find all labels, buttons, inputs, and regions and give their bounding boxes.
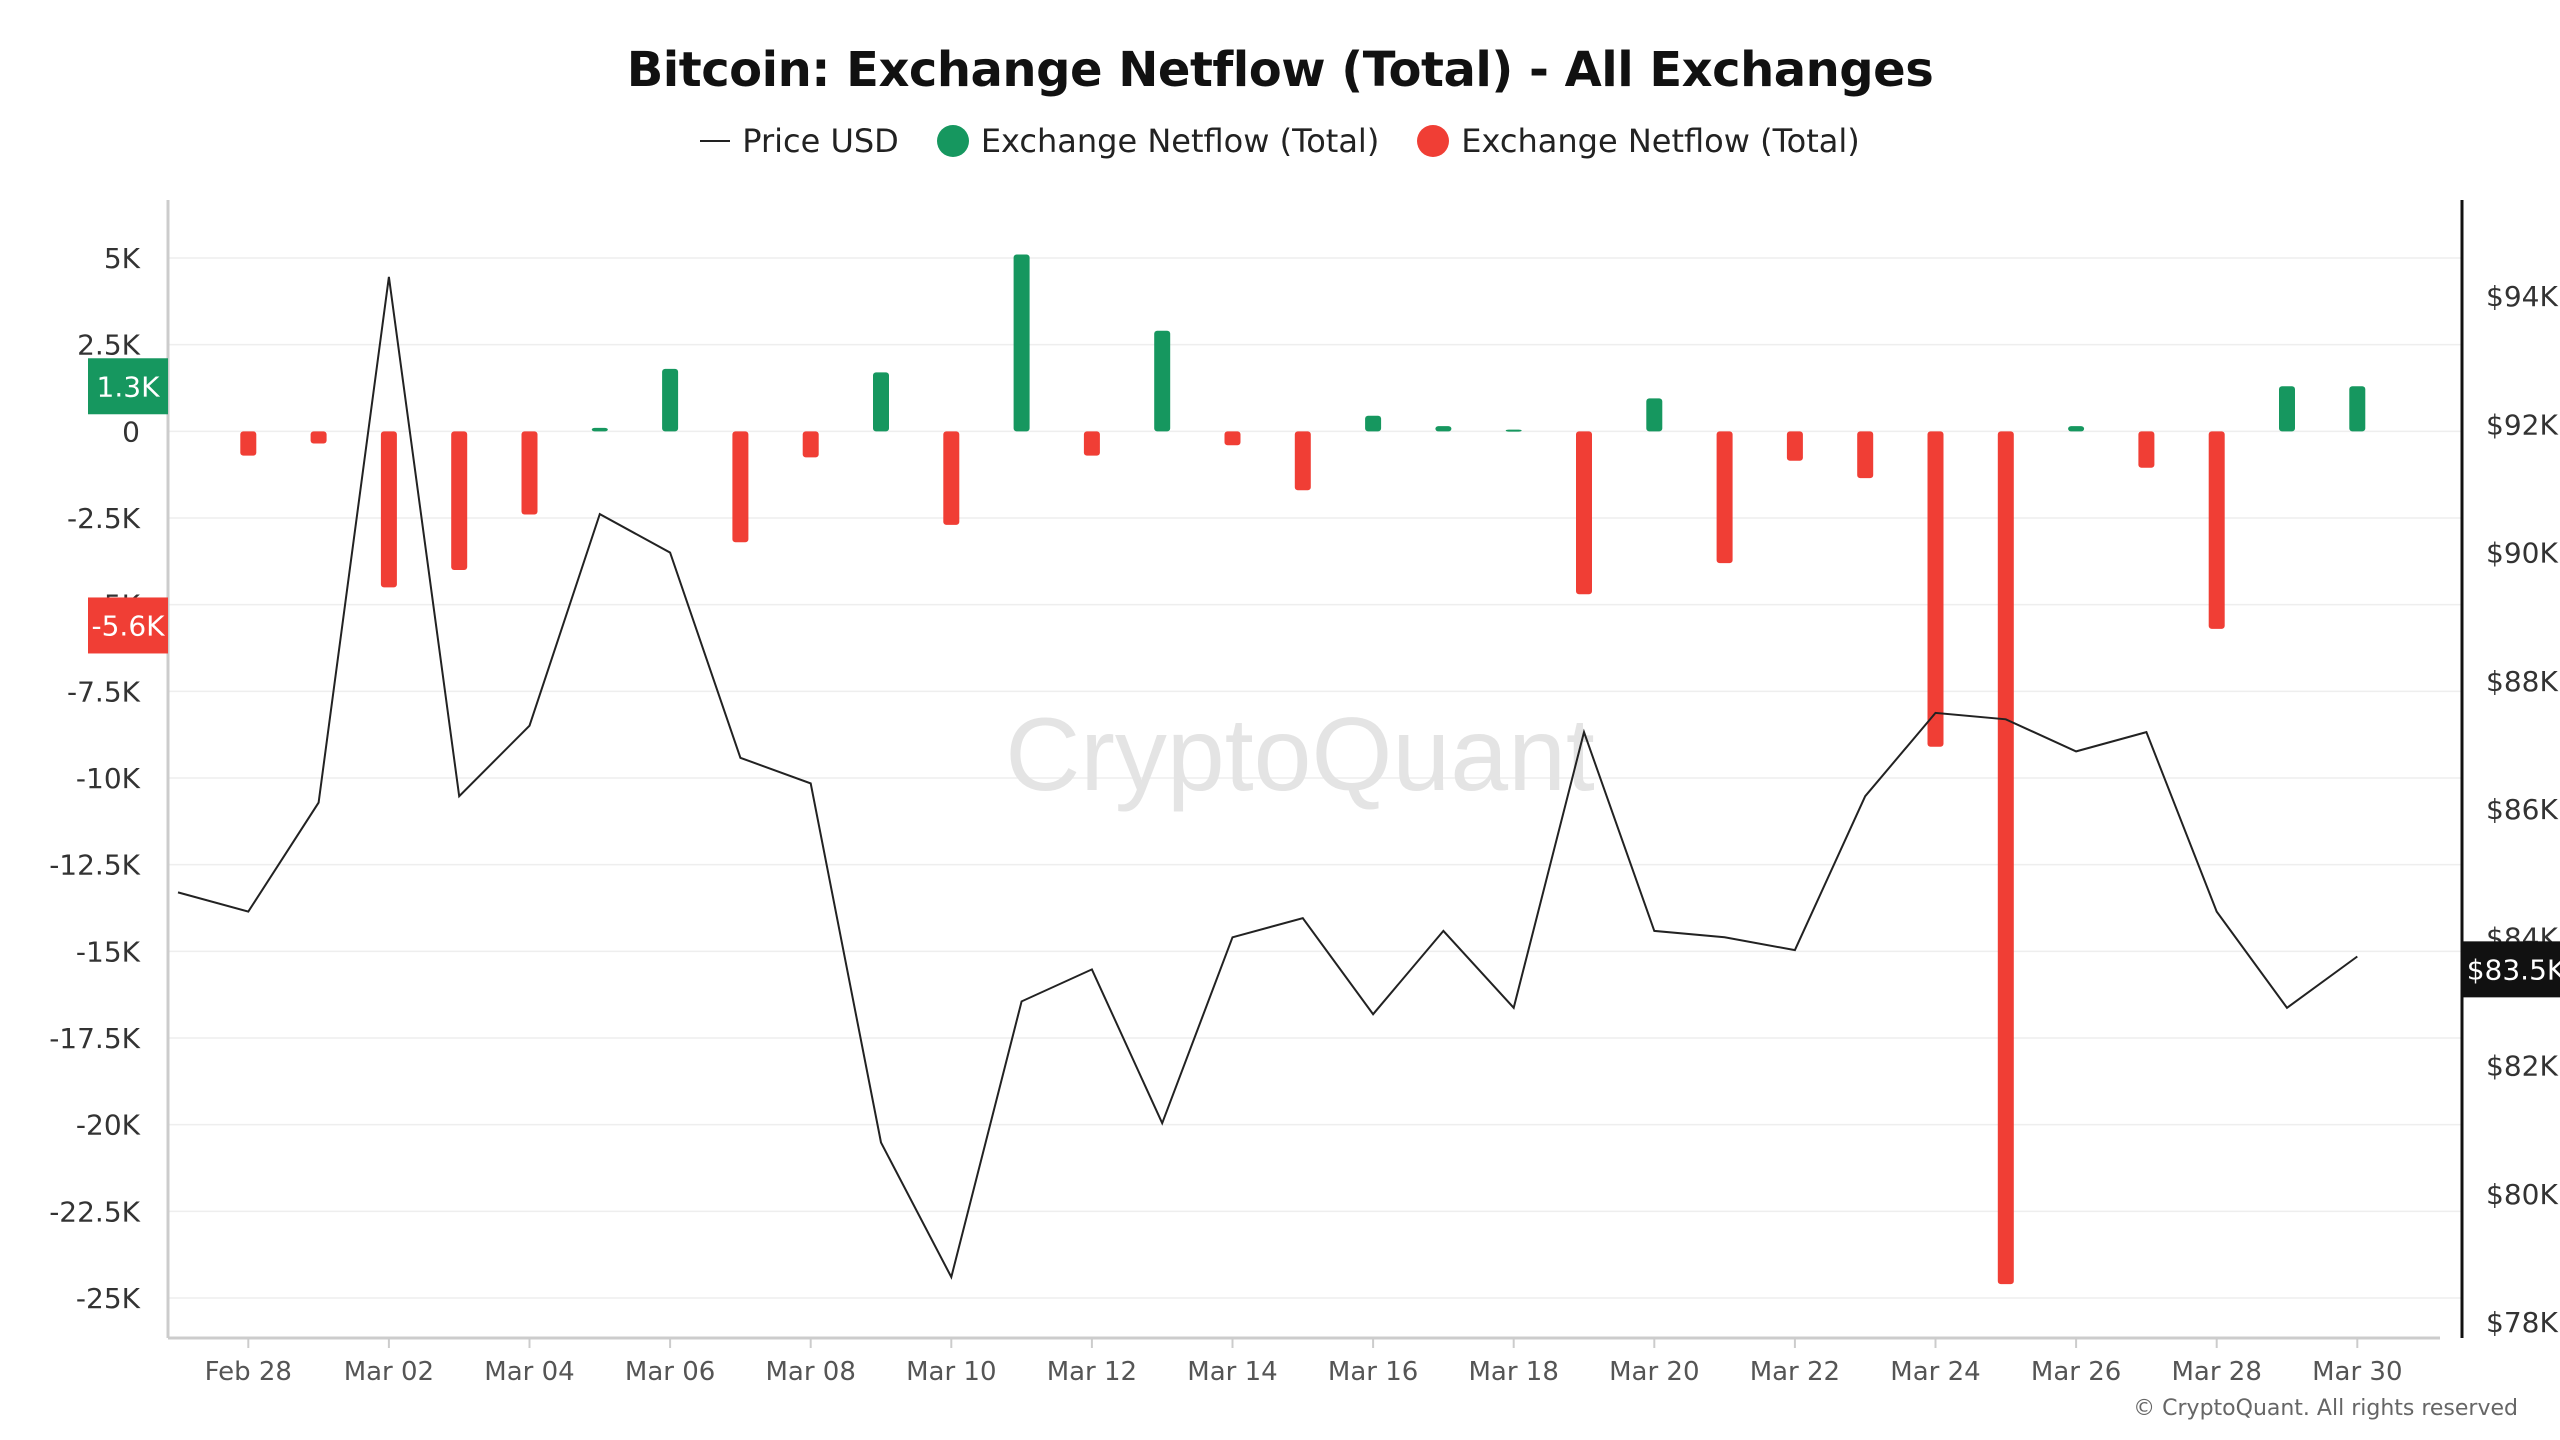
netflow-bar-negative [310,431,327,444]
x-tick-label: Mar 24 [1890,1357,1980,1387]
netflow-bar-positive [1505,429,1522,432]
x-tick-label: Mar 18 [1468,1357,1558,1387]
netflow-bar-negative [1857,431,1874,479]
netflow-bar-positive [2068,426,2085,432]
price-line-layer [177,276,2358,1280]
legend-label: Exchange Netflow (Total) [1461,122,1860,160]
x-tick-label: Mar 22 [1750,1357,1840,1387]
y-left-tick-label: -10K [76,762,141,795]
x-tick-label: Mar 08 [765,1357,855,1387]
right-value-badge [2462,941,2560,998]
netflow-bar-negative [2208,431,2225,629]
netflow-bar-positive [873,372,889,432]
y-left-tick-label: -22.5K [49,1195,140,1228]
y-left-tick-label: 2.5K [77,329,141,362]
x-tick-label: Mar 26 [2031,1357,2121,1387]
netflow-bar-negative [1786,431,1803,461]
y-left-tick-label: -25K [76,1282,141,1315]
y-left-tick-label: -2.5K [67,502,141,535]
x-tick-label: Mar 10 [906,1357,996,1387]
x-tick-label: Mar 20 [1609,1357,1699,1387]
netflow-bar-negative [240,431,257,456]
legend-dot-red [1417,125,1450,157]
netflow-bar-positive [662,368,679,432]
netflow-bar-positive [1013,254,1030,432]
y-right-tick-label: $82K [2486,1050,2558,1083]
x-tick-label: Mar 28 [2171,1357,2261,1387]
netflow-bar-negative [1927,431,1944,747]
x-tick-label: Mar 14 [1187,1357,1277,1387]
y-left-tick-label: -12.5K [49,849,140,882]
grid-lines [168,257,2462,1299]
netflow-bar-negative [1294,431,1311,491]
legend: Price USD Exchange Netflow (Total) Excha… [0,122,2560,160]
x-tick-label: Mar 02 [344,1357,434,1387]
left-value-badge-label: -5.6K [92,609,166,642]
legend-item-netflow-negative[interactable]: Exchange Netflow (Total) [1417,122,1860,160]
legend-dot-green [936,125,969,157]
x-tick-label: Mar 04 [484,1357,574,1387]
y-right-tick-label: $80K [2486,1178,2558,1211]
x-tick-label: Mar 16 [1328,1357,1418,1387]
netflow-bar-negative [451,431,468,570]
netflow-bar-negative [380,431,397,588]
y-left-tick-label: 5K [104,242,141,275]
netflow-bars [240,254,2366,1285]
legend-line-marker [700,140,731,142]
netflow-bar-positive [2349,386,2366,432]
chart-title: Bitcoin: Exchange Netflow (Total) - All … [626,42,1934,98]
netflow-bar-negative [802,431,819,458]
left-value-badge-label: 1.3K [97,370,161,403]
y-right-tick-label: $86K [2486,793,2558,826]
left-value-badge [88,597,168,654]
netflow-bar-negative [943,431,960,525]
y-right-tick-label: $88K [2486,665,2558,698]
netflow-bar-negative [1997,431,2014,1285]
netflow-bar-positive [1435,426,1452,432]
legend-label: Exchange Netflow (Total) [980,122,1380,160]
netflow-bar-negative [1224,431,1241,446]
legend-item-netflow-positive[interactable]: Exchange Netflow (Total) [936,122,1380,160]
y-right-tick-label: $94K [2486,280,2558,313]
right-value-badge-label: $83.5K [2467,953,2560,986]
tick-labels: 5K2.5K0-2.5K-5K-7.5K-10K-12.5K-15K-17.5K… [49,242,2558,1387]
y-left-tick-label: 0 [122,415,140,448]
x-tick-label: Mar 12 [1047,1357,1137,1387]
value-badges: 1.3K -5.6K $83.5K [88,358,2560,998]
legend-item-price[interactable]: Price USD [700,122,899,160]
y-right-tick-label: $78K [2486,1306,2558,1339]
price-line [177,276,2358,1280]
netflow-bar-negative [521,431,538,515]
netflow-bar-positive [591,427,608,432]
netflow-bar-positive [2279,386,2295,432]
netflow-bar-negative [732,431,749,543]
legend-label: Price USD [742,122,899,160]
y-left-tick-label: -17.5K [49,1022,140,1055]
y-right-tick-label: $90K [2486,537,2558,570]
netflow-bar-negative [1576,431,1592,595]
x-tick-label: Mar 30 [2312,1357,2402,1387]
netflow-bar-negative [1083,431,1100,456]
y-left-tick-label: -15K [76,935,141,968]
netflow-bar-negative [1716,431,1733,564]
watermark: CryptoQuant [1005,697,1595,813]
x-tick-label: Mar 06 [625,1357,715,1387]
netflow-bar-positive [1154,330,1171,432]
netflow-bar-positive [1646,398,1663,432]
netflow-bar-negative [2138,431,2155,468]
y-left-tick-label: -20K [76,1109,141,1142]
y-left-tick-label: -7.5K [67,675,141,708]
left-value-badge [88,358,168,415]
netflow-bar-positive [1365,415,1382,432]
x-tick-label: Feb 28 [205,1357,292,1387]
copyright-notice: © CryptoQuant. All rights reserved [2133,1396,2518,1421]
y-right-tick-label: $92K [2486,408,2558,441]
